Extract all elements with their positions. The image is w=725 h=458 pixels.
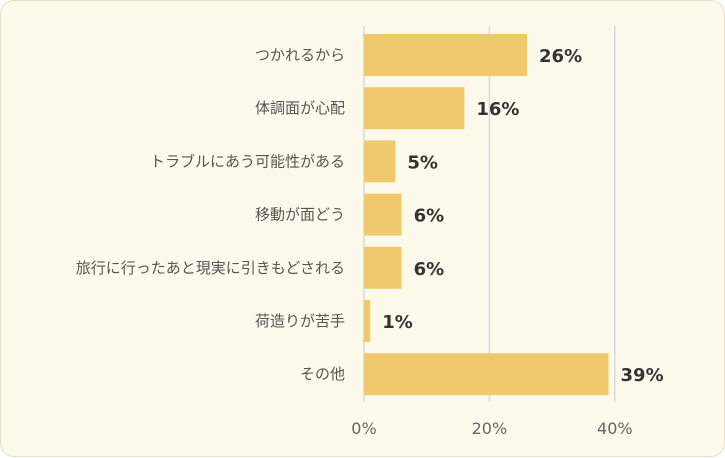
category-label: 体調面が心配 bbox=[255, 99, 345, 117]
data-label: 26% bbox=[539, 46, 582, 67]
category-label: その他 bbox=[300, 365, 345, 383]
bar bbox=[364, 353, 609, 396]
x-axis-tick-labels: 0% 20% 40% bbox=[351, 419, 632, 438]
value-labels: 26% 16% 5% 6% 6% 1% 39% bbox=[382, 46, 663, 386]
category-label: 荷造りが苦手 bbox=[255, 312, 345, 330]
bar bbox=[364, 34, 528, 76]
bar bbox=[364, 300, 371, 342]
category-label: 旅行に行ったあと現実に引きもどされる bbox=[76, 259, 345, 277]
x-tick-label: 20% bbox=[472, 419, 508, 438]
bar bbox=[364, 193, 402, 236]
data-label: 1% bbox=[382, 312, 413, 333]
data-label: 6% bbox=[414, 206, 445, 227]
data-label: 6% bbox=[414, 259, 445, 280]
data-label: 39% bbox=[621, 365, 664, 386]
bar bbox=[364, 246, 402, 289]
data-label: 16% bbox=[476, 99, 519, 120]
category-labels: つかれるから体調面が心配トラブルにあう可能性がある移動が面どう旅行に行ったあと現… bbox=[76, 46, 345, 383]
category-label: つかれるから bbox=[255, 46, 345, 64]
bar bbox=[364, 140, 396, 183]
category-label: 移動が面どう bbox=[255, 206, 345, 224]
x-tick-label: 0% bbox=[351, 419, 376, 438]
data-label: 5% bbox=[407, 152, 438, 173]
bars bbox=[364, 34, 609, 396]
bar bbox=[364, 87, 465, 130]
category-label: トラブルにあう可能性がある bbox=[150, 152, 345, 170]
x-tick-label: 40% bbox=[597, 419, 633, 438]
